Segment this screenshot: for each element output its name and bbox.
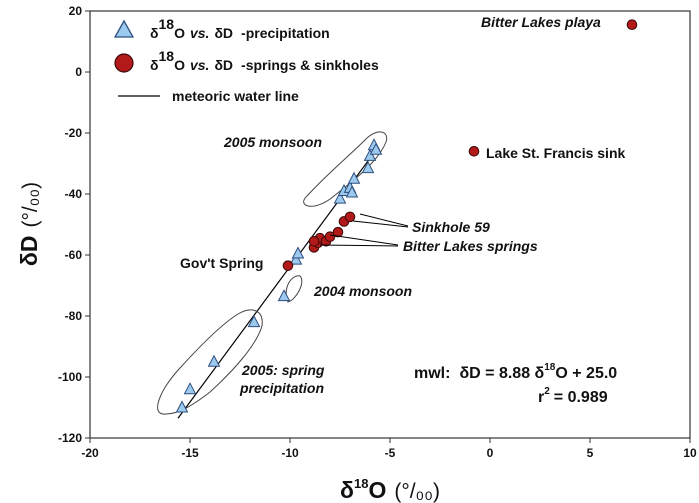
x-tick-label: -20 (81, 446, 99, 460)
spring-sinkhole-point (344, 211, 356, 223)
envelope-2005-monsoon (303, 131, 388, 207)
leader-springs-1 (329, 234, 399, 246)
y-tick-label: -60 (65, 248, 83, 262)
envelope-2005-spring (157, 309, 263, 415)
leader-lines (319, 213, 409, 247)
x-axis-label: δ18O (°/₀₀) (340, 476, 440, 503)
spring-sinkhole-point (332, 226, 344, 238)
envelope-2004-monsoon (285, 275, 303, 303)
spring-sinkhole-point (468, 146, 480, 157)
precipitation-point (291, 246, 305, 259)
label-sinkhole-59: Sinkhole 59 (412, 219, 490, 235)
precipitation-point (183, 382, 197, 395)
r-squared: r2 = 0.989 (538, 386, 608, 406)
spring-sinkhole-point (626, 19, 638, 31)
precipitation-point (175, 400, 189, 413)
legend-entry-springs: δ18O vs. δD -springs & sinkholes (150, 48, 379, 73)
precipitation-point (363, 148, 377, 161)
spring-sinkhole-point (324, 231, 336, 242)
x-tick-label: 5 (587, 446, 594, 460)
x-tick-label: 0 (487, 446, 494, 460)
precipitation-point (289, 252, 303, 265)
precipitation-point (277, 289, 291, 302)
label-2004-monsoon: 2004 monsoon (313, 283, 412, 299)
y-tick-label: -100 (58, 370, 82, 384)
precipitation-point (207, 354, 221, 367)
label-bitter-lakes-springs: Bitter Lakes springs (403, 238, 538, 254)
legend: δ18O vs. δD -precipitation δ18O vs. δD -spring… (113, 16, 379, 104)
y-axis-label: δD(°/₀₀) (16, 182, 42, 266)
label-lake-st-francis-sink: Lake St. Francis sink (486, 145, 625, 161)
leader-springs-2 (319, 244, 399, 247)
x-tick-label: -10 (281, 446, 299, 460)
legend-entry-precipitation: δ18O vs. δD -precipitation (150, 16, 330, 41)
y-tick-label: -80 (65, 309, 83, 323)
y-tick-label: -40 (65, 187, 83, 201)
data-points (175, 19, 638, 413)
legend-entry-mwl: meteoric water line (172, 88, 299, 104)
leader-sinkhole-1 (359, 213, 409, 227)
axis-ticks: -20 -15 -10 -5 0 5 10 20 0 -20 -40 -60 -80 -100 -120 (58, 4, 697, 460)
precipitation-point (247, 315, 261, 328)
y-tick-label: 20 (69, 4, 83, 18)
y-tick-label: 0 (75, 65, 82, 79)
label-2005-monsoon: 2005 monsoon (223, 134, 322, 150)
precipitation-point (361, 160, 375, 174)
y-tick-label: -120 (58, 431, 82, 445)
label-spring-precip-line1: 2005: spring (241, 362, 325, 378)
label-bitter-lakes-playa: Bitter Lakes playa (481, 14, 601, 30)
precipitation-point (345, 185, 359, 198)
precipitation-point (347, 171, 361, 184)
legend-marker-circle (114, 53, 134, 73)
x-tick-label: -15 (181, 446, 199, 460)
spring-sinkhole-point (308, 235, 320, 247)
y-tick-label: -20 (65, 126, 83, 140)
leader-sinkhole-2 (352, 220, 409, 228)
precipitation-point (369, 142, 383, 155)
label-spring-precip-line2: precipitation (239, 380, 324, 396)
x-tick-label: 10 (683, 446, 697, 460)
x-tick-label: -5 (385, 446, 396, 460)
group-envelopes (157, 131, 388, 415)
spring-sinkhole-point (282, 260, 294, 271)
label-govt-spring: Gov't Spring (180, 255, 263, 271)
precipitation-point (333, 191, 347, 204)
legend-marker-triangle (113, 19, 135, 38)
mwl-equation: mwl: δD = 8.88 δ18O + 25.0 (414, 362, 617, 382)
